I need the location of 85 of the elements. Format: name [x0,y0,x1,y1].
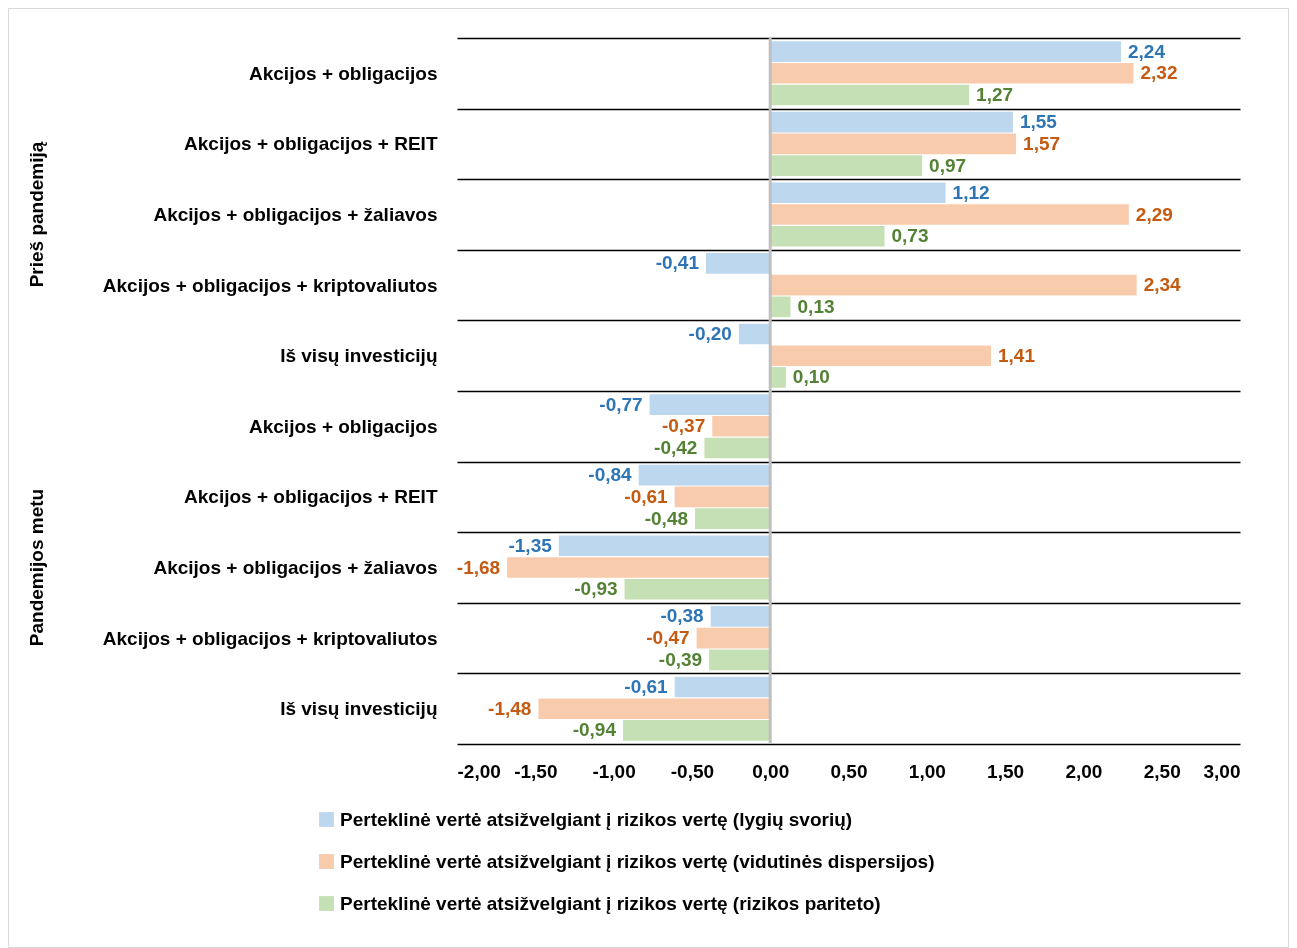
y-tick-label: Akcijos + obligacijos + kriptovaliutos [102,274,438,296]
bar [770,345,992,367]
bar [709,649,771,671]
bar [770,62,1134,84]
x-tick-label: 1,50 [987,760,1025,782]
data-label: -0,47 [646,627,690,649]
bar [705,253,771,274]
bar [538,698,771,720]
bar [623,720,771,741]
bar [674,676,771,698]
bar [770,204,1129,225]
bar [770,296,791,318]
bar [638,464,771,486]
data-label: -0,93 [574,578,618,600]
bar [624,578,771,600]
y-tick-label: Akcijos + obligacijos + kriptovaliutos [102,627,438,649]
bar [738,323,771,345]
x-tick-label: 0,00 [752,760,790,782]
bar [695,508,771,529]
x-tick-label: 2,00 [1065,760,1103,782]
x-tick-label: -1,00 [592,760,636,782]
bar [770,111,1013,133]
data-label: 1,41 [998,344,1036,366]
bar [770,182,946,204]
data-label: -0,77 [599,393,643,415]
bar [770,225,885,247]
x-tick-label: -1,50 [514,760,558,782]
x-tick-label: -2,00 [457,760,501,782]
y-tick-label: Akcijos + obligacijos [249,415,438,437]
bar [770,155,923,176]
data-label: 0,13 [797,295,835,317]
text: Prieš pandemiją [26,141,47,288]
data-label: -1,68 [456,556,501,578]
x-tick-label: 3,00 [1203,760,1241,782]
bar [649,394,771,415]
x-tick-label: 2,50 [1143,760,1181,782]
data-label: -1,35 [508,534,553,556]
data-label: 2,24 [1127,40,1166,62]
data-label: -0,37 [661,415,706,437]
data-label: -0,42 [654,437,698,459]
data-label: 0,73 [891,225,929,247]
bar [696,627,771,649]
data-label: -0,61 [624,485,669,507]
legend-label: Perteklinė vertė atsižvelgiant į rizikos vertę (vidutinės dispersijos) [340,850,935,872]
text: Pandemijos metu [26,488,47,647]
y-tick-label: Akcijos + obligacijos + REIT [184,486,438,508]
bar [712,415,771,437]
y-tick-label: Akcijos + obligacijos + žaliavos [153,557,438,578]
data-label: 1,55 [1019,111,1058,133]
bar [770,84,970,106]
bar [710,606,771,627]
data-label: 2,29 [1135,203,1173,225]
data-label: 1,57 [1023,132,1061,154]
y-tick-label: Akcijos + obligacijos + REIT [184,133,438,155]
bar [507,557,771,578]
bar [674,486,771,508]
x-tick-label: -0,50 [670,760,715,782]
y-tick-label: Iš visų investicijų [280,698,438,720]
data-label: 0,10 [792,366,830,388]
data-label: -1,48 [488,697,532,719]
x-tick-label: 0,50 [830,760,868,782]
bar [770,274,1137,296]
data-label: -0,84 [588,464,633,486]
y-tick-label: Iš visų investicijų [280,345,438,367]
data-label: 0,97 [929,154,967,176]
data-label: -0,41 [655,252,700,274]
data-label: 1,27 [976,84,1014,106]
data-label: 2,34 [1143,274,1182,296]
data-label: -0,48 [644,507,689,529]
data-label: -0,39 [658,648,703,670]
y-tick-label: Akcijos + obligacijos [249,62,438,84]
bar [704,437,771,459]
bar [770,41,1121,62]
data-label: 1,12 [952,181,990,203]
data-label: -0,38 [660,605,704,627]
legend-label: Perteklinė vertė atsižvelgiant į rizikos vertę (lygių svorių) [340,808,853,830]
y-tick-label: Akcijos + obligacijos + žaliavos [153,204,438,225]
bar [770,133,1017,155]
data-label: -0,61 [624,675,669,697]
data-label: -0,20 [688,322,732,344]
data-label: 2,32 [1140,62,1178,84]
bar [558,535,771,557]
data-label: -0,94 [572,719,617,741]
legend-label: Perteklinė vertė atsižvelgiant į rizikos vertę (rizikos pariteto) [340,892,881,914]
x-tick-label: 1,00 [908,760,946,782]
